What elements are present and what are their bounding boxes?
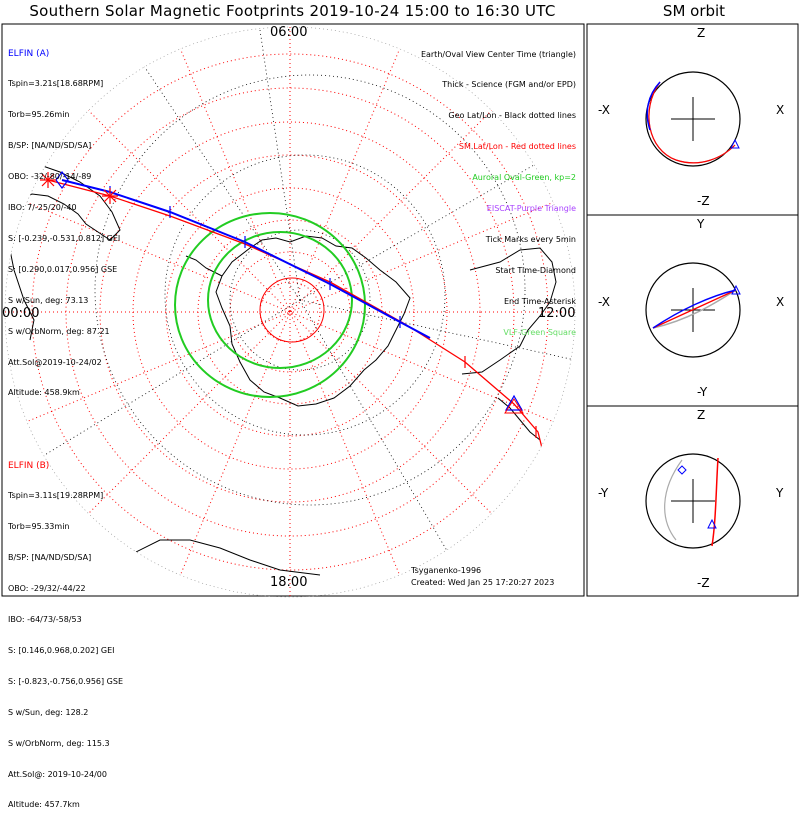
- legend-item: Earth/Oval View Center Time (triangle): [420, 49, 576, 59]
- orbit3-right-label: Y: [776, 486, 784, 500]
- orbit2-bottom-label: -Y: [697, 385, 708, 399]
- orbit-title: SM orbit: [662, 2, 726, 20]
- elfin-b-line: Tspin=3.11s[19.28RPM]: [8, 491, 104, 501]
- elfin-b-line: Torb=95.33min: [8, 522, 70, 532]
- orbit2-top-label: Y: [697, 217, 705, 231]
- elfin-a-info: ELFIN (A) Tspin=3.21s[18.68RPM] Torb=95.…: [8, 28, 120, 409]
- elfin-a-start-asterisk: [40, 172, 56, 188]
- elfin-a-line: OBO: -32/-80/-14/-89: [8, 172, 92, 182]
- start-diamond: [55, 171, 69, 189]
- legend-item: EISCAT-Purple Triangle: [486, 204, 576, 214]
- orbit1-right-label: X: [776, 103, 785, 117]
- orbit-panel-xy: [645, 262, 741, 358]
- auroral-oval: [174, 212, 366, 398]
- elfin-b-tick-marks: [464, 356, 537, 438]
- legend-item: End Time-Asterisk: [503, 296, 576, 306]
- hour-label-left: 00:00: [2, 306, 40, 321]
- legend-item: Geo Lat/Lon - Black dotted lines: [448, 111, 576, 121]
- elfin-b-line: Altitude: 457.7km: [8, 800, 80, 810]
- antarctica-coastline: [215, 235, 411, 407]
- orbit2-left-label: -X: [598, 295, 610, 309]
- page-title: Southern Solar Magnetic Footprints 2019-…: [29, 2, 556, 20]
- orbit3-top-label: Z: [697, 408, 706, 422]
- orbit2-right-label: X: [776, 295, 785, 309]
- elfin-b-line: B/SP: [NA/ND/SD/SA]: [8, 553, 92, 563]
- africa-coastline: [119, 539, 321, 576]
- elfin-b-info: ELFIN (B) Tspin=3.11s[19.28RPM] Torb=95.…: [8, 440, 123, 821]
- created-label: Created: Wed Jan 25 17:20:27 2023: [411, 578, 555, 587]
- elfin-a-line: Tspin=3.21s[18.68RPM]: [8, 79, 104, 89]
- elfin-b-track: [47, 179, 546, 461]
- orbit3-left-label: -Y: [598, 486, 609, 500]
- elfin-a-line: Torb=95.26min: [8, 110, 70, 120]
- elfin-a-line: IBO: 7/-25/20/-40: [8, 203, 77, 213]
- elfin-a-line: S: [-0.239,-0.531,0.812] GEI: [8, 233, 121, 243]
- legend-item: SM Lat/Lon - Red dotted lines: [458, 142, 576, 152]
- elfin-a-line: Att.Sol@2019-10-24/02: [8, 357, 102, 367]
- orbit-panel-xz: [645, 71, 741, 167]
- orbit1-bottom-label: -Z: [697, 194, 710, 208]
- australia-coastline: [461, 247, 557, 375]
- elfin-a-line: S: [0.290,0.017,0.956] GSE: [8, 264, 118, 274]
- hour-label-top: 06:00: [270, 25, 308, 40]
- new-zealand-coastline: [497, 397, 541, 441]
- legend: Earth/Oval View Center Time (triangle) T…: [421, 29, 576, 348]
- elfin-a-line: S w/Sun, deg: 73.13: [8, 295, 89, 305]
- sm-lon-lines: [5, 27, 575, 597]
- hour-label-bottom: 18:00: [270, 575, 308, 590]
- elfin-a-name: ELFIN (A): [8, 48, 50, 59]
- orbit1-top-label: Z: [697, 26, 706, 40]
- orbit-panel-yz: [645, 453, 741, 549]
- elfin-b-line: S w/Sun, deg: 128.2: [8, 707, 89, 717]
- orbit3-bottom-label: -Z: [697, 576, 710, 590]
- elfin-b-line: IBO: -64/73/-58/53: [8, 615, 82, 625]
- elfin-b-line: S: [-0.823,-0.756,0.956] GSE: [8, 676, 123, 686]
- elfin-b-line: OBO: -29/32/-44/22: [8, 584, 86, 594]
- legend-item: Start Time-Diamond: [495, 265, 576, 275]
- legend-item: Tick Marks every 5min: [485, 234, 576, 244]
- geo-grid: [19, 29, 575, 591]
- sm-pole-circle: [259, 277, 325, 343]
- elfin-a-view-center-triangle: [504, 394, 524, 411]
- elfin-b-view-center-triangle: [504, 398, 524, 414]
- elfin-b-line: S: [0.146,0.968,0.202] GEI: [8, 645, 115, 655]
- elfin-a-line: Altitude: 458.9km: [8, 388, 80, 398]
- elfin-b-line: Att.Sol@: 2019-10-24/00: [8, 769, 107, 779]
- hour-label-right: 12:00: [538, 306, 576, 321]
- elfin-a-line: B/SP: [NA/ND/SD/SA]: [8, 141, 92, 151]
- elfin-b-line: S w/OrbNorm, deg: 115.3: [8, 738, 110, 748]
- legend-item: Auroral Oval-Green, kp=2: [472, 173, 576, 183]
- elfin-b-name: ELFIN (B): [8, 460, 50, 471]
- orbit1-left-label: -X: [598, 103, 610, 117]
- model-label: Tsyganenko-1996: [411, 566, 482, 575]
- footprint-map: [1, 23, 799, 598]
- legend-item: Thick - Science (FGM and/or EPD): [442, 80, 576, 90]
- elfin-a-line: S w/OrbNorm, deg: 87.21: [8, 326, 110, 336]
- elfin-b-end-asterisk: [102, 188, 118, 204]
- map-projection: [5, 27, 575, 597]
- legend-item: VLF-Green Square: [503, 327, 576, 337]
